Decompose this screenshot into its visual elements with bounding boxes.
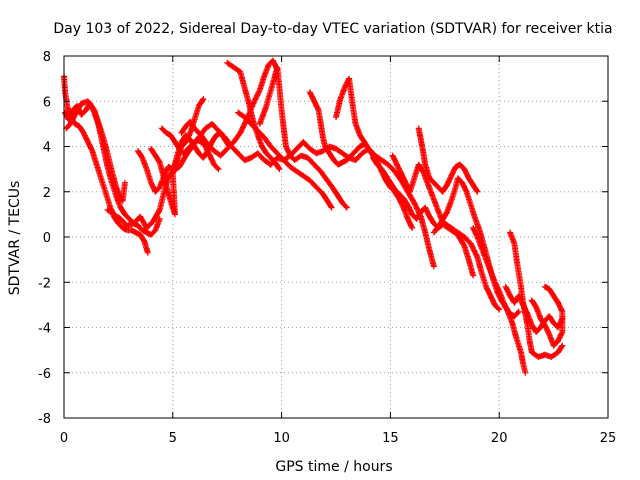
series-arc17 (415, 125, 481, 195)
y-tick-label: 2 (43, 186, 51, 201)
series-arc11 (256, 64, 350, 211)
y-axis-label: SDTVAR / TECUs (7, 181, 23, 296)
y-tick-label: -8 (38, 412, 51, 427)
y-tick-label: -6 (38, 367, 51, 382)
plus-markers-arc17 (415, 125, 481, 195)
series-arc7 (158, 125, 222, 173)
plus-markers-arc6 (148, 129, 233, 218)
x-tick-label: 25 (600, 431, 617, 446)
axis-ticks: 0 5 10 15 20 25 -8 -6 -4 -2 0 2 4 6 8 (38, 50, 616, 446)
y-tick-label: -4 (38, 322, 51, 337)
y-tick-label: -2 (38, 276, 51, 291)
x-tick-label: 5 (169, 431, 177, 446)
x-tick-label: 10 (273, 431, 290, 446)
y-tick-label: 8 (43, 50, 51, 65)
series-arc22 (528, 283, 566, 349)
series-arc6 (148, 129, 233, 218)
x-tick-label: 15 (382, 431, 399, 446)
series-arc3 (63, 98, 128, 204)
series-arc19 (470, 224, 529, 376)
chart-title: Day 103 of 2022, Sidereal Day-to-day VTE… (53, 21, 612, 37)
plus-markers-arc8 (178, 57, 281, 159)
plus-markers-arc21 (502, 283, 566, 335)
plus-markers-arc3 (63, 98, 128, 204)
plus-markers-arc7 (158, 125, 222, 173)
plus-markers-arc19 (470, 224, 529, 376)
series-arc21 (502, 283, 566, 335)
series-arc13 (306, 89, 368, 168)
series-arc8 (178, 57, 281, 159)
plus-markers-arc13 (306, 89, 368, 168)
plus-markers-arc11 (256, 64, 350, 211)
x-tick-label: 20 (491, 431, 508, 446)
y-tick-label: 0 (43, 231, 51, 246)
y-tick-label: 6 (43, 95, 51, 110)
plus-markers-arc22 (528, 283, 566, 349)
y-tick-label: 4 (43, 141, 51, 156)
x-axis-label: GPS time / hours (275, 459, 392, 475)
x-tick-label: 0 (60, 431, 68, 446)
